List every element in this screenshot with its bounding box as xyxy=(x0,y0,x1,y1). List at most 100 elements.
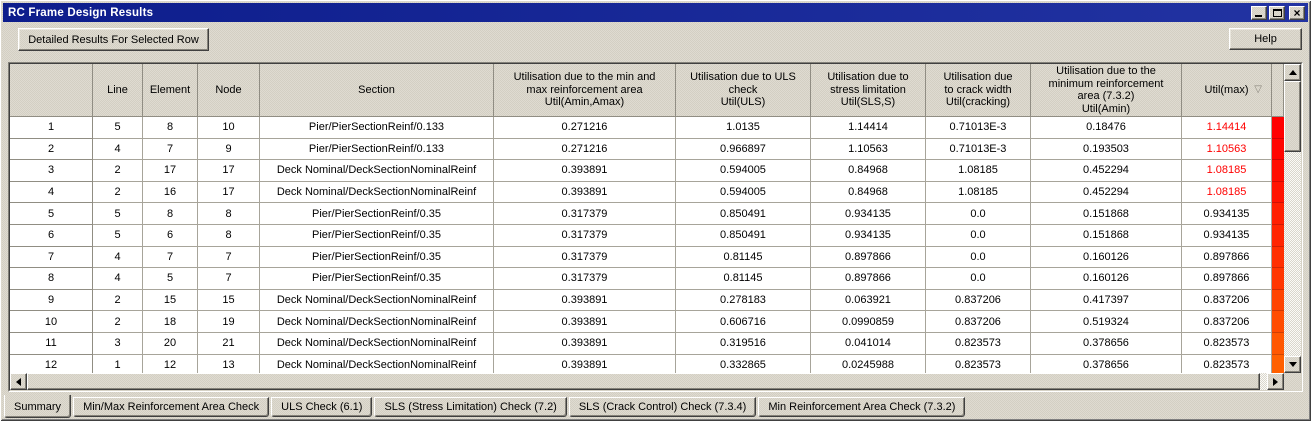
cell-util-max: 1.14414 xyxy=(1182,117,1272,139)
cell-util-sls-s: 0.897866 xyxy=(811,268,926,290)
cell-util-sls-s: 0.84968 xyxy=(811,160,926,182)
cell-node: 7 xyxy=(198,246,260,269)
cell-util-cracking: 1.08185 xyxy=(926,160,1031,182)
column-header-section[interactable]: Section xyxy=(260,64,494,117)
column-header-util-cracking[interactable]: Utilisation due to crack width Util(crac… xyxy=(926,64,1031,117)
tab-uls-check-6-1[interactable]: ULS Check (6.1) xyxy=(271,397,373,417)
sort-descending-icon: ▽ xyxy=(1254,83,1262,95)
vertical-scrollbar[interactable] xyxy=(1284,64,1301,373)
utilisation-bar xyxy=(1272,268,1284,290)
table-row[interactable]: 6 5 6 8 Pier/PierSectionReinf/0.35 0.317… xyxy=(10,224,1284,247)
cell-element: 17 xyxy=(143,160,198,182)
utilisation-bar xyxy=(1272,224,1284,247)
cell-util-uls: 0.594005 xyxy=(676,160,811,182)
table-row[interactable]: 4 2 16 17 Deck Nominal/DeckSectionNomina… xyxy=(10,181,1284,204)
scroll-up-button[interactable] xyxy=(1284,64,1301,81)
cell-util-uls: 0.594005 xyxy=(676,181,811,204)
column-header-util-max[interactable]: Util(max) ▽ xyxy=(1182,64,1272,117)
cell-element: 12 xyxy=(143,354,198,373)
help-button[interactable]: Help xyxy=(1229,28,1302,50)
arrow-down-icon xyxy=(1288,362,1297,367)
cell-row-number: 6 xyxy=(10,224,93,247)
column-header-util-amin-amax[interactable]: Utilisation due to the min and max reinf… xyxy=(494,64,676,117)
cell-line: 2 xyxy=(93,289,143,312)
cell-section: Deck Nominal/DeckSectionNominalReinf xyxy=(260,181,494,204)
table-row[interactable]: 2 4 7 9 Pier/PierSectionReinf/0.133 0.27… xyxy=(10,138,1284,161)
column-header-util-uls[interactable]: Utilisation due to ULS check Util(ULS) xyxy=(676,64,811,117)
cell-util-uls: 1.0135 xyxy=(676,117,811,139)
table-row[interactable]: 7 4 7 7 Pier/PierSectionReinf/0.35 0.317… xyxy=(10,246,1284,269)
cell-util-sls-s: 0.897866 xyxy=(811,246,926,269)
cell-line: 1 xyxy=(93,354,143,373)
utilisation-bar xyxy=(1272,332,1284,355)
cell-node: 21 xyxy=(198,332,260,355)
cell-util-max: 0.934135 xyxy=(1182,224,1272,247)
cell-row-number: 11 xyxy=(10,332,93,355)
table-row[interactable]: 8 4 5 7 Pier/PierSectionReinf/0.35 0.317… xyxy=(10,268,1284,290)
cell-util-amin-amax: 0.271216 xyxy=(494,117,676,139)
scroll-left-button[interactable] xyxy=(10,373,27,390)
horizontal-scrollbar[interactable] xyxy=(10,373,1284,390)
cell-util-amin-amax: 0.317379 xyxy=(494,203,676,225)
cell-element: 18 xyxy=(143,311,198,333)
tab-sls-crack-control-check-7-3-4[interactable]: SLS (Crack Control) Check (7.3.4) xyxy=(568,397,757,417)
cell-util-amin-amax: 0.393891 xyxy=(494,354,676,373)
cell-section: Pier/PierSectionReinf/0.35 xyxy=(260,203,494,225)
cell-section: Deck Nominal/DeckSectionNominalReinf xyxy=(260,354,494,373)
cell-node: 10 xyxy=(198,117,260,139)
cell-util-amin-amax: 0.393891 xyxy=(494,181,676,204)
cell-util-max: 1.08185 xyxy=(1182,181,1272,204)
utilisation-bar xyxy=(1272,311,1284,333)
cell-element: 7 xyxy=(143,246,198,269)
utilisation-bar xyxy=(1272,354,1284,373)
table-row[interactable]: 11 3 20 21 Deck Nominal/DeckSectionNomin… xyxy=(10,332,1284,355)
close-button[interactable]: × xyxy=(1289,5,1305,20)
table-row[interactable]: 1 5 8 10 Pier/PierSectionReinf/0.133 0.2… xyxy=(10,117,1284,139)
tab-min-reinforcement-area-check-7-3-2[interactable]: Min Reinforcement Area Check (7.3.2) xyxy=(758,397,966,417)
table-row[interactable]: 3 2 17 17 Deck Nominal/DeckSectionNomina… xyxy=(10,160,1284,182)
cell-util-amin: 0.417397 xyxy=(1031,289,1182,312)
column-header-util-amin[interactable]: Utilisation due to the minimum reinforce… xyxy=(1031,64,1182,117)
table-row[interactable]: 9 2 15 15 Deck Nominal/DeckSectionNomina… xyxy=(10,289,1284,312)
table-row[interactable]: 5 5 8 8 Pier/PierSectionReinf/0.35 0.317… xyxy=(10,203,1284,225)
minimize-icon xyxy=(1255,14,1262,17)
scroll-down-button[interactable] xyxy=(1284,356,1301,373)
cell-util-amin: 0.519324 xyxy=(1031,311,1182,333)
cell-util-cracking: 0.71013E-3 xyxy=(926,117,1031,139)
tab-min-max-reinforcement-area-check[interactable]: Min/Max Reinforcement Area Check xyxy=(73,397,270,417)
table-row[interactable]: 10 2 18 19 Deck Nominal/DeckSectionNomin… xyxy=(10,311,1284,333)
maximize-button[interactable] xyxy=(1269,5,1285,20)
cell-util-amin: 0.452294 xyxy=(1031,160,1182,182)
column-header-line[interactable]: Line xyxy=(93,64,143,117)
table-row[interactable]: 12 1 12 13 Deck Nominal/DeckSectionNomin… xyxy=(10,354,1284,373)
cell-node: 17 xyxy=(198,181,260,204)
detailed-results-button[interactable]: Detailed Results For Selected Row xyxy=(18,28,209,51)
cell-line: 4 xyxy=(93,138,143,161)
cell-util-sls-s: 1.14414 xyxy=(811,117,926,139)
vertical-scrollbar-thumb[interactable] xyxy=(1284,81,1301,152)
results-table-frame: Line Element Node Section Utilisation du… xyxy=(8,62,1303,392)
cell-util-amin: 0.151868 xyxy=(1031,203,1182,225)
cell-util-amin-amax: 0.317379 xyxy=(494,224,676,247)
scroll-right-button[interactable] xyxy=(1267,373,1284,390)
close-icon: × xyxy=(1293,5,1301,20)
cell-node: 7 xyxy=(198,268,260,290)
utilisation-bar xyxy=(1272,117,1284,139)
column-header-element[interactable]: Element xyxy=(143,64,198,117)
tab-sls-stress-limitation-check-7-2[interactable]: SLS (Stress Limitation) Check (7.2) xyxy=(374,397,567,417)
minimize-button[interactable] xyxy=(1251,5,1267,20)
column-header-util-sls-s[interactable]: Utilisation due to stress limitation Uti… xyxy=(811,64,926,117)
window-title: RC Frame Design Results xyxy=(8,6,154,19)
arrow-right-icon xyxy=(1273,377,1278,386)
column-header-node[interactable]: Node xyxy=(198,64,260,117)
cell-line: 5 xyxy=(93,224,143,247)
cell-line: 2 xyxy=(93,160,143,182)
column-header-rownum[interactable] xyxy=(10,64,93,117)
tab-summary[interactable]: Summary xyxy=(4,395,72,418)
cell-row-number: 10 xyxy=(10,311,93,333)
cell-element: 8 xyxy=(143,203,198,225)
horizontal-scrollbar-thumb[interactable] xyxy=(27,373,1260,390)
column-header-bar xyxy=(1272,64,1284,117)
results-grid: Line Element Node Section Utilisation du… xyxy=(10,64,1284,373)
cell-util-max: 0.897866 xyxy=(1182,246,1272,269)
